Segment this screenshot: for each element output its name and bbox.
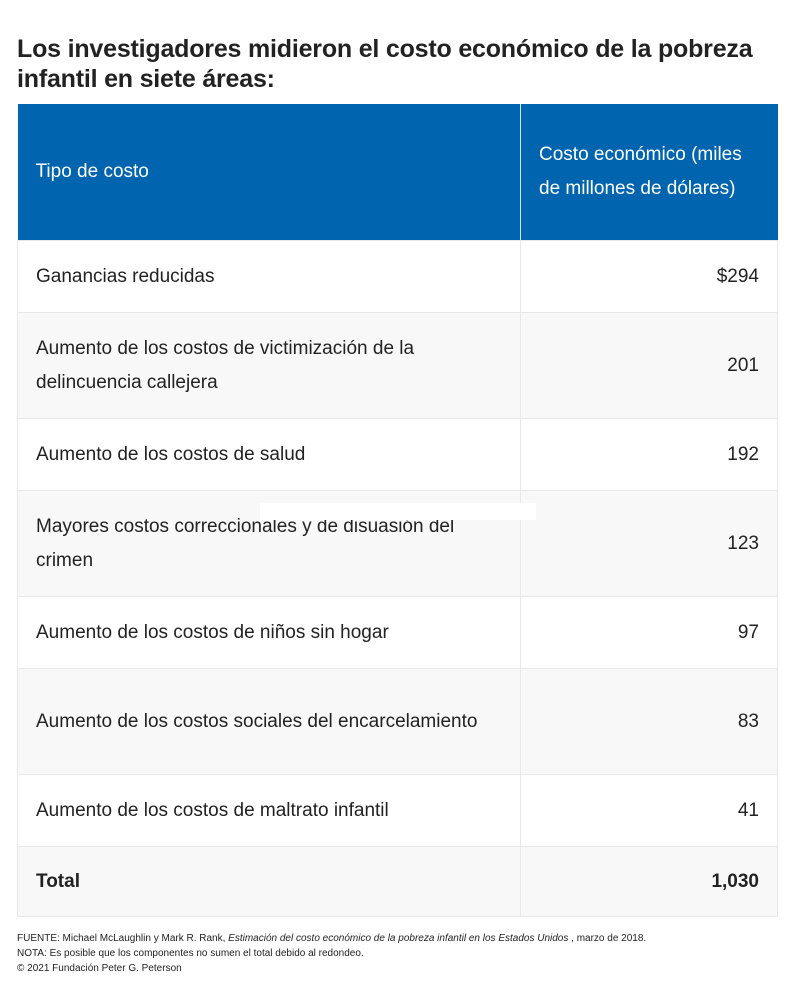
row-label: Aumento de los costos de maltrato infant… (17, 774, 521, 847)
cost-table: Tipo de costo Costo económico (miles de … (17, 104, 778, 917)
row-label: Aumento de los costos de niños sin hogar (17, 596, 521, 669)
row-value: 123 (520, 490, 778, 597)
note-text: NOTA: Es posible que los componentes no … (17, 948, 364, 959)
row-value: 41 (520, 774, 778, 847)
row-label: Aumento de los costos de salud (17, 418, 521, 491)
row-label: Ganancias reducidas (17, 240, 521, 313)
table-row: Aumento de los costos de victimización d… (17, 312, 778, 419)
page-title: Los investigadores midieron el costo eco… (17, 35, 753, 93)
table-row: Ganancias reducidas $294 (17, 240, 778, 313)
row-value: 201 (520, 312, 778, 419)
row-value: $294 (520, 240, 778, 313)
total-row: Total 1,030 (17, 846, 778, 917)
table-row: Aumento de los costos de niños sin hogar… (17, 596, 778, 669)
source-title: Estimación del costo económico de la pob… (228, 933, 569, 944)
table-row: Aumento de los costos de salud 192 (17, 418, 778, 491)
row-value: 83 (520, 668, 778, 775)
table-row: Aumento de los costos de maltrato infant… (17, 774, 778, 847)
source-note: FUENTE: Michael McLaughlin y Mark R. Ran… (17, 933, 647, 944)
footer-notes: FUENTE: Michael McLaughlin y Mark R. Ran… (17, 931, 646, 976)
row-value: 192 (520, 418, 778, 491)
total-label: Total (17, 846, 521, 917)
row-label: Aumento de los costos de victimización d… (17, 312, 521, 419)
white-overlay-patch (260, 503, 536, 520)
column-header-type: Tipo de costo (17, 104, 521, 241)
column-header-cost: Costo económico (miles de millones de dó… (520, 104, 778, 241)
total-value: 1,030 (520, 846, 778, 917)
row-label: Aumento de los costos sociales del encar… (17, 668, 521, 775)
row-value: 97 (520, 596, 778, 669)
table-row: Aumento de los costos sociales del encar… (17, 668, 778, 775)
table-header-row: Tipo de costo Costo económico (miles de … (17, 104, 778, 241)
copyright-text: © 2021 Fundación Peter G. Peterson (17, 963, 182, 974)
